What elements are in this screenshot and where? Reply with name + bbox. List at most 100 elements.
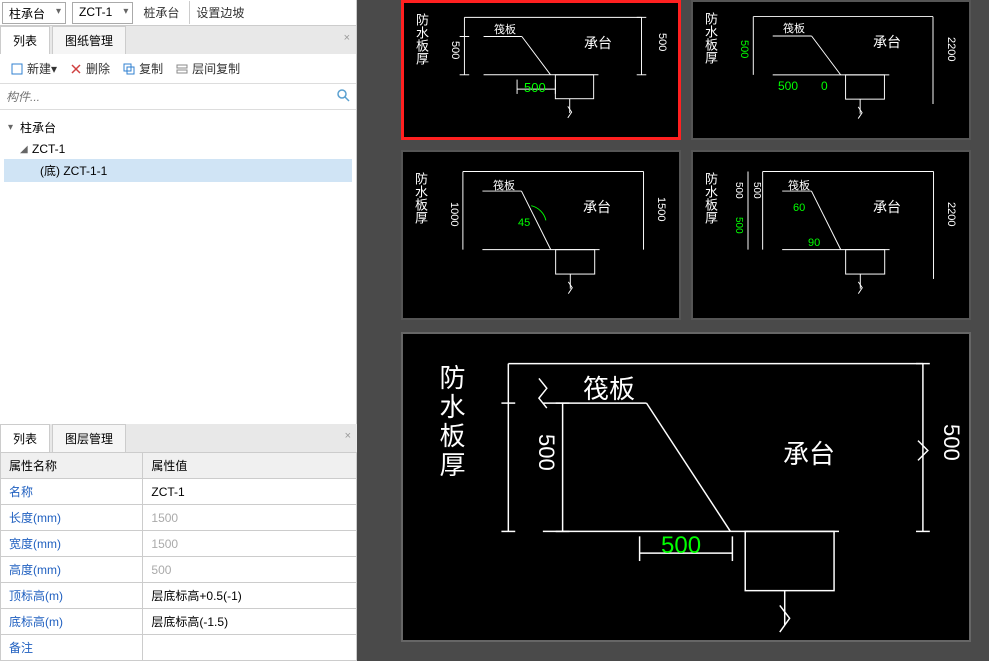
cad-label-big: 承台 <box>783 434 835 471</box>
prop-value-cell[interactable]: ZCT-1 <box>143 479 357 505</box>
cad-label: 承台 <box>873 32 901 52</box>
table-row[interactable]: 长度(mm)1500 <box>1 505 357 531</box>
cad-dim: 500 <box>449 41 461 59</box>
cad-label: 筏板 <box>783 20 805 36</box>
floor-copy-label: 层间复制 <box>192 60 240 77</box>
prop-name-cell: 长度(mm) <box>1 505 143 531</box>
chevron-down-icon: ◢ <box>20 144 32 155</box>
category-dropdown[interactable]: 柱承台 <box>2 2 66 24</box>
cad-label: 承台 <box>584 33 612 53</box>
top-dropdown-row: 柱承台 ZCT-1 桩承台 设置边坡 <box>0 0 356 26</box>
cad-thumbnail-3[interactable]: 防水板厚 筏板 承台 1000 1500 45 <box>401 150 681 320</box>
prop-name-cell: 高度(mm) <box>1 557 143 583</box>
table-row[interactable]: 底标高(m)层底标高(-1.5) <box>1 609 357 635</box>
prop-name-cell: 宽度(mm) <box>1 531 143 557</box>
tree-node-zct1-1[interactable]: (底) ZCT-1-1 <box>4 159 352 182</box>
prop-name-cell: 备注 <box>1 635 143 661</box>
tree-root-label: 柱承台 <box>20 119 56 136</box>
item-value: ZCT-1 <box>79 5 112 19</box>
table-header-row: 属性名称属性值 <box>1 453 357 479</box>
cad-thumbnail-1[interactable]: 防水板厚 筏板 承台 500 500 500 <box>401 0 681 140</box>
cad-dim: 2200 <box>945 37 957 61</box>
table-row[interactable]: 名称ZCT-1 <box>1 479 357 505</box>
cad-dim-green: 500 <box>524 80 546 95</box>
lower-tab-bar: 列表 图层管理 × <box>0 424 357 452</box>
table-row[interactable]: 宽度(mm)1500 <box>1 531 357 557</box>
cad-label: 筏板 <box>494 21 516 37</box>
cad-label: 承台 <box>583 197 611 217</box>
cad-dim-green-big: 500 <box>661 532 701 560</box>
tab-drawing-mgmt[interactable]: 图纸管理 <box>52 26 126 54</box>
properties-pane: 列表 图层管理 × 属性名称属性值 名称ZCT-1 长度(mm)1500 宽度(… <box>0 424 357 661</box>
cad-dim-green: 500 <box>738 40 750 58</box>
cad-dim: 500 <box>751 182 762 199</box>
cad-dim-big: 500 <box>938 424 964 461</box>
cad-dim: 1000 <box>448 202 460 226</box>
chevron-down-icon: ▾ <box>8 122 20 133</box>
cad-label-big: 筏板 <box>583 369 635 406</box>
cad-dim-green: 0 <box>821 79 828 93</box>
delete-button[interactable]: 删除 <box>63 57 116 80</box>
new-label: 新建 <box>27 60 51 77</box>
new-button[interactable]: 新建 ▾ <box>4 57 63 80</box>
cad-dim-green: 90 <box>808 237 820 249</box>
cad-dim-green: 500 <box>733 217 744 234</box>
tab-layer-mgmt[interactable]: 图层管理 <box>52 424 126 452</box>
prop-name-cell: 底标高(m) <box>1 609 143 635</box>
floor-copy-button[interactable]: 层间复制 <box>169 57 246 80</box>
prop-value-cell[interactable]: 1500 <box>143 505 357 531</box>
prop-value-cell[interactable]: 500 <box>143 557 357 583</box>
delete-icon <box>69 62 83 76</box>
toolbar: 新建 ▾ 删除 复制 层间复制 <box>0 54 356 84</box>
tab-list[interactable]: 列表 <box>0 26 50 54</box>
cad-label: 筏板 <box>493 177 515 193</box>
search-input[interactable] <box>6 90 336 104</box>
cad-thumbnail-2[interactable]: 防水板厚 筏板 承台 500 2200 500 0 <box>691 0 971 140</box>
cad-label: 筏板 <box>788 177 810 193</box>
search-icon[interactable] <box>336 88 350 105</box>
tree-node-zct1[interactable]: ◢ZCT-1 <box>4 139 352 159</box>
cad-label: 承台 <box>873 197 901 217</box>
cad-dim: 2200 <box>945 202 957 226</box>
tab-prop-list[interactable]: 列表 <box>0 424 50 452</box>
category-value: 柱承台 <box>9 7 45 21</box>
close-icon[interactable]: × <box>345 430 351 442</box>
left-panel: 柱承台 ZCT-1 桩承台 设置边坡 列表 图纸管理 × 新建 ▾ 删除 复制 … <box>0 0 357 661</box>
prop-value-cell[interactable]: 层底标高+0.5(-1) <box>143 583 357 609</box>
top-btn-1[interactable]: 桩承台 <box>137 1 185 24</box>
cad-viewport: 防水板厚 筏板 承台 500 500 500 防水板厚 筏板 承台 <box>357 0 989 661</box>
prop-name-cell: 顶标高(m) <box>1 583 143 609</box>
cad-dim-green: 500 <box>778 79 798 93</box>
cad-dim: 1500 <box>655 197 667 221</box>
tree-node-label: ZCT-1 <box>32 142 65 156</box>
cad-label: 防水板厚 <box>411 172 430 224</box>
prop-header-name: 属性名称 <box>1 453 143 479</box>
item-dropdown[interactable]: ZCT-1 <box>72 2 133 24</box>
table-row[interactable]: 顶标高(m)层底标高+0.5(-1) <box>1 583 357 609</box>
cad-dim: 500 <box>733 182 744 199</box>
copy-icon <box>122 62 136 76</box>
cad-dim-green: 60 <box>793 202 805 214</box>
cad-dim-big: 500 <box>533 434 559 471</box>
tree-root[interactable]: ▾柱承台 <box>4 116 352 139</box>
cad-canvas[interactable]: 防水板厚 筏板 承台 500 500 500 防水板厚 筏板 承台 <box>357 0 989 661</box>
cad-main-view[interactable]: 防水板厚 筏板 承台 500 500 500 <box>401 332 971 642</box>
copy-label: 复制 <box>139 60 163 77</box>
table-row[interactable]: 高度(mm)500 <box>1 557 357 583</box>
top-btn-2[interactable]: 设置边坡 <box>189 1 250 24</box>
component-tree: ▾柱承台 ◢ZCT-1 (底) ZCT-1-1 <box>0 110 356 430</box>
properties-table: 属性名称属性值 名称ZCT-1 长度(mm)1500 宽度(mm)1500 高度… <box>0 452 357 661</box>
cad-label-big: 防水板厚 <box>433 364 470 480</box>
prop-value-cell[interactable] <box>143 635 357 661</box>
copy-button[interactable]: 复制 <box>116 57 169 80</box>
cad-label: 防水板厚 <box>412 13 431 65</box>
new-icon <box>10 62 24 76</box>
prop-value-cell[interactable]: 1500 <box>143 531 357 557</box>
cad-thumbnail-4[interactable]: 防水板厚 筏板 承台 500 500 500 2200 60 90 <box>691 150 971 320</box>
table-row[interactable]: 备注 <box>1 635 357 661</box>
prop-header-value: 属性值 <box>143 453 357 479</box>
prop-value-cell[interactable]: 层底标高(-1.5) <box>143 609 357 635</box>
tree-leaf-label: (底) ZCT-1-1 <box>40 162 107 179</box>
close-icon[interactable]: × <box>344 32 350 44</box>
search-row <box>0 84 356 110</box>
